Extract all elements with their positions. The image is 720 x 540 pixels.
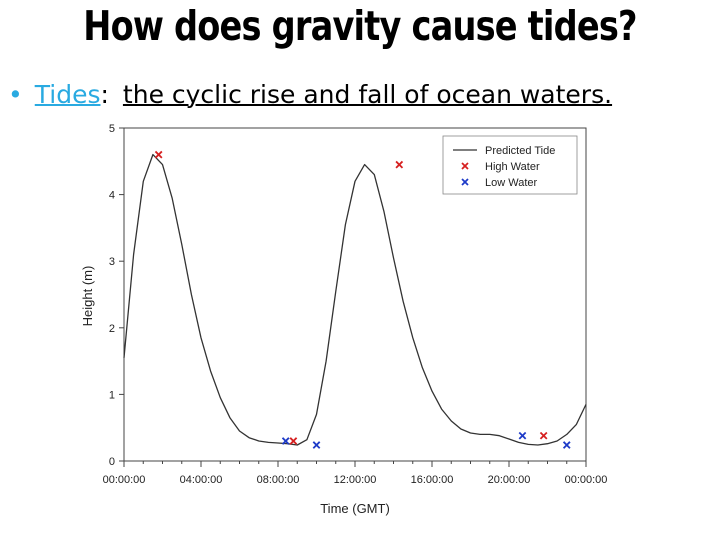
legend-label-low-water: Low Water	[485, 177, 538, 189]
marker-low-water	[562, 441, 571, 449]
y-tick-label: 5	[109, 123, 115, 135]
y-tick-label: 1	[109, 389, 115, 401]
marker-stroke	[289, 437, 298, 445]
y-tick-label: 2	[109, 323, 115, 335]
x-tick-label: 08:00:00	[257, 474, 300, 486]
marker-high-water	[289, 437, 298, 445]
y-tick-label: 3	[109, 256, 115, 268]
y-axis-ticks: 0 1 2 3 4 5	[109, 123, 124, 468]
marker-stroke	[395, 160, 404, 169]
tide-chart: 0 1 2 3 4 5 00:00:00 04:00:00 08:00:00 12:00:00 1…	[80, 123, 608, 516]
marker-stroke	[154, 150, 163, 159]
legend-label-high-water: High Water	[485, 161, 540, 173]
y-axis-label: Height (m)	[80, 266, 95, 327]
marker-low-water	[518, 431, 527, 440]
marker-stroke	[281, 437, 290, 445]
chart-legend: Predicted Tide High Water Low Water	[442, 135, 578, 195]
term-colon: :	[100, 80, 109, 109]
marker-high-water	[395, 160, 404, 169]
x-tick-label: 12:00:00	[334, 474, 377, 486]
y-tick-label: 4	[109, 190, 115, 202]
definition-text: the cyclic rise and fall of ocean waters…	[122, 80, 613, 109]
marker-low-water	[312, 441, 321, 449]
x-tick-label: 04:00:00	[180, 474, 223, 486]
x-tick-label: 00:00:00	[103, 474, 146, 486]
legend-marker-high-water	[461, 162, 469, 170]
marker-low-water	[281, 437, 290, 445]
term-tides: Tides	[34, 80, 101, 109]
marker-stroke	[518, 431, 527, 440]
bullet-definition: • Tides: the cyclic rise and fall of ocean…	[8, 80, 612, 109]
bullet-point-icon: •	[8, 80, 23, 109]
marker-stroke	[562, 441, 571, 449]
x-tick-label: 16:00:00	[411, 474, 454, 486]
x-axis-label: Time (GMT)	[320, 501, 390, 516]
marker-high-water	[154, 150, 163, 159]
marker-high-water	[539, 431, 548, 440]
y-tick-label: 0	[109, 456, 115, 468]
legend-label-predicted-tide: Predicted Tide	[485, 145, 555, 157]
marker-stroke	[312, 441, 321, 449]
slide-title: How does gravity cause tides?	[83, 2, 637, 50]
series-predicted-tide	[123, 153, 587, 446]
x-tick-label: 20:00:00	[488, 474, 531, 486]
legend-marker-low-water	[461, 178, 469, 186]
marker-layer	[154, 150, 571, 449]
series-layer	[123, 153, 587, 446]
marker-stroke	[539, 431, 548, 440]
x-tick-label: 00:00:00	[565, 474, 608, 486]
x-axis-ticks: 00:00:00 04:00:00 08:00:00 12:00:00 16:00:00…	[103, 461, 608, 486]
